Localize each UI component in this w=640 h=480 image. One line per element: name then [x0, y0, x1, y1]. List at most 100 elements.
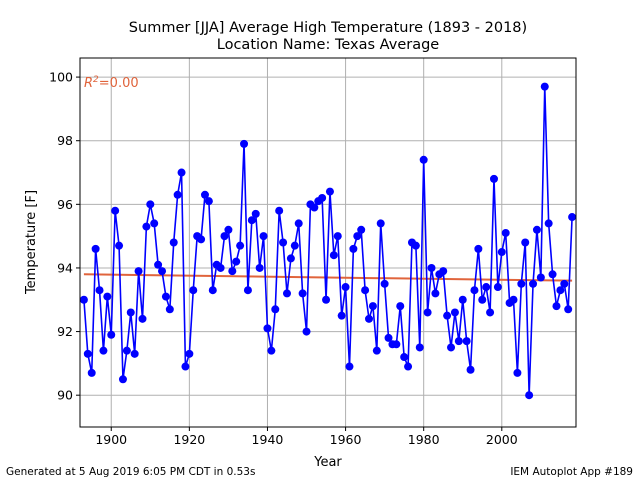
- x-tick-label: 1920: [173, 432, 205, 447]
- data-point: [197, 235, 206, 244]
- data-point: [130, 349, 139, 358]
- data-point: [118, 375, 127, 384]
- data-point: [357, 225, 366, 234]
- data-point: [333, 232, 342, 241]
- data-point: [208, 286, 217, 295]
- data-point: [384, 333, 393, 342]
- data-point: [122, 346, 131, 355]
- data-point: [466, 365, 475, 374]
- data-point: [142, 222, 151, 231]
- y-axis: 90 92 94 96 98 100: [49, 70, 80, 403]
- data-point: [532, 225, 541, 234]
- r-squared-annotation: R2=0.00: [84, 75, 139, 91]
- footer-left: Generated at 5 Aug 2019 6:05 PM CDT in 0…: [6, 466, 255, 478]
- data-point: [220, 232, 229, 241]
- data-point: [396, 302, 405, 311]
- y-tick-label: 100: [49, 70, 73, 85]
- data-point: [349, 244, 358, 253]
- data-point: [454, 337, 463, 346]
- data-point: [161, 292, 170, 301]
- data-point: [255, 263, 264, 272]
- data-point: [185, 349, 194, 358]
- data-point: [368, 302, 377, 311]
- data-point: [513, 368, 522, 377]
- series-line: [83, 85, 573, 396]
- data-point: [427, 263, 436, 272]
- data-point: [247, 216, 256, 225]
- data-point: [380, 279, 389, 288]
- data-point: [95, 286, 104, 295]
- x-tick-label: 1940: [252, 432, 284, 447]
- data-point: [228, 267, 237, 276]
- data-point: [115, 241, 124, 250]
- data-point: [138, 314, 147, 323]
- x-axis: 1900 1920 1940 1960 1980 2000: [95, 427, 518, 447]
- data-point: [529, 279, 538, 288]
- data-point: [376, 219, 385, 228]
- data-point: [271, 305, 280, 314]
- data-point: [165, 305, 174, 314]
- data-point: [560, 279, 569, 288]
- data-point: [181, 362, 190, 371]
- data-point: [544, 219, 553, 228]
- data-point: [439, 267, 448, 276]
- data-point: [232, 257, 241, 266]
- data-point: [259, 232, 268, 241]
- data-point: [568, 213, 577, 222]
- data-point: [501, 228, 510, 237]
- data-point: [240, 139, 249, 148]
- y-axis-label: Temperature [F]: [24, 190, 39, 295]
- data-point: [497, 248, 506, 257]
- plot-frame: [79, 57, 577, 428]
- data-point: [400, 353, 409, 362]
- data-point: [251, 209, 260, 218]
- data-point: [536, 273, 545, 282]
- data-point: [103, 292, 112, 301]
- data-point: [489, 174, 498, 183]
- grid: [80, 58, 576, 427]
- x-tick-label: 1900: [95, 432, 127, 447]
- x-axis-label: Year: [313, 455, 342, 470]
- data-point: [158, 267, 167, 276]
- data-point: [169, 238, 178, 247]
- data-point: [365, 314, 374, 323]
- data-point: [404, 362, 413, 371]
- footer-right: IEM Autoplot App #189: [510, 466, 633, 478]
- data-point: [392, 340, 401, 349]
- data-point: [474, 244, 483, 253]
- data-point: [419, 155, 428, 164]
- data-point: [552, 302, 561, 311]
- data-point: [353, 232, 362, 241]
- x-tick-label: 1980: [408, 432, 440, 447]
- data-point: [470, 286, 479, 295]
- data-point: [329, 251, 338, 260]
- data-point: [525, 391, 534, 400]
- data-point: [431, 289, 440, 298]
- data-point: [286, 254, 295, 263]
- data-point: [540, 82, 549, 91]
- data-point: [282, 289, 291, 298]
- data-point: [177, 168, 186, 177]
- data-point: [275, 206, 284, 215]
- data-point: [447, 343, 456, 352]
- data-point: [478, 295, 487, 304]
- x-tick-label: 1960: [330, 432, 362, 447]
- data-point: [564, 305, 573, 314]
- data-point: [99, 346, 108, 355]
- data-point: [486, 308, 495, 317]
- data-point: [87, 368, 96, 377]
- data-point: [509, 295, 518, 304]
- data-point: [91, 244, 100, 253]
- data-point: [337, 311, 346, 320]
- data-point: [243, 286, 252, 295]
- data-point: [189, 286, 198, 295]
- data-point: [173, 190, 182, 199]
- data-point: [83, 349, 92, 358]
- data-point: [450, 308, 459, 317]
- data-point: [411, 241, 420, 250]
- data-point: [341, 283, 350, 292]
- data-point: [224, 225, 233, 234]
- data-point: [517, 279, 526, 288]
- data-point: [200, 190, 209, 199]
